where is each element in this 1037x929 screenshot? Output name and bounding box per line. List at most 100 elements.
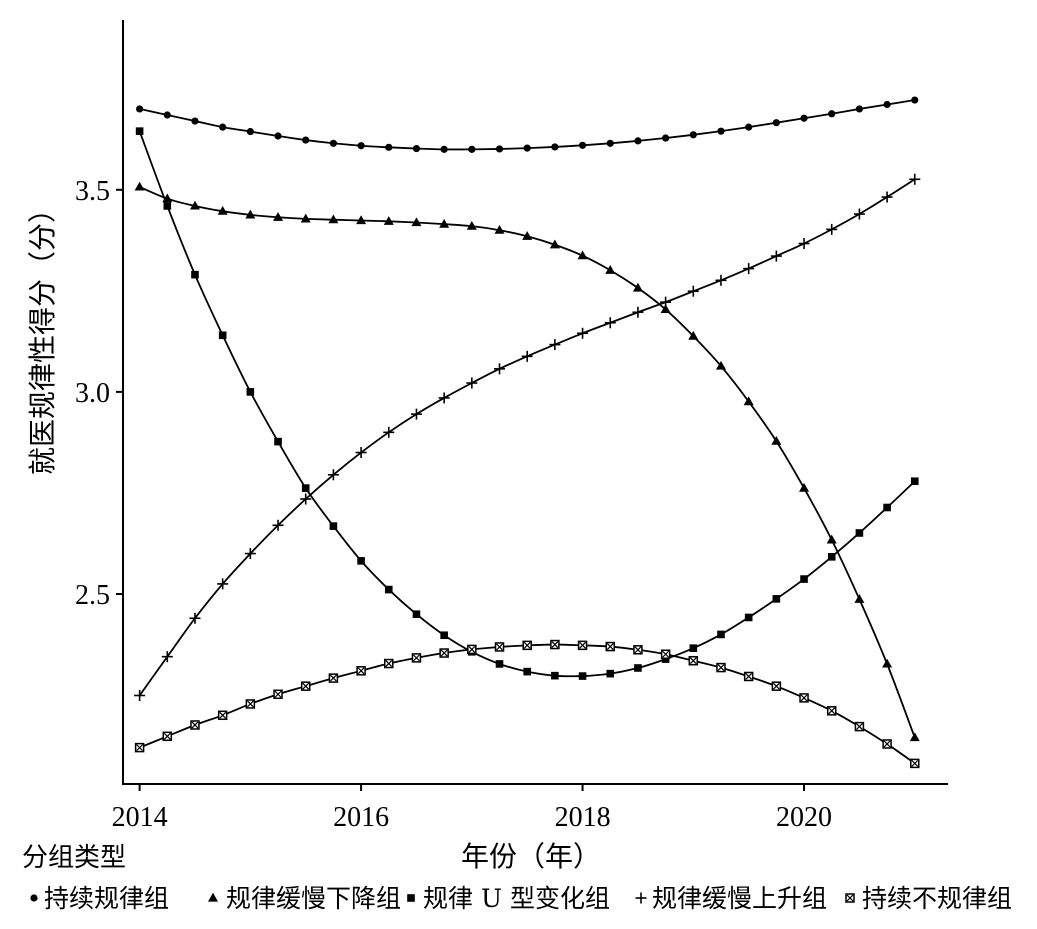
data-point-s5-6: [273, 689, 283, 700]
data-point-s4-2: [161, 651, 173, 663]
data-point-s2-7: [300, 213, 311, 223]
data-point-s5-18: [605, 641, 615, 652]
legend: 持续规律组 规律缓慢下降组 规律 U 型变化组 规律缓慢上升组 持续不规律组: [30, 884, 1012, 913]
data-point-s2-20: [660, 304, 671, 314]
data-point-s2-21: [688, 330, 699, 340]
data-point-s2-27: [854, 594, 865, 603]
data-point-s3-22: [717, 630, 725, 639]
data-point-s1-29: [911, 96, 919, 104]
data-point-s2-16: [549, 239, 560, 249]
data-point-s4-18: [604, 317, 616, 329]
data-point-s2-24: [771, 436, 782, 445]
data-point-s1-4: [219, 123, 227, 131]
data-point-s4-25: [798, 238, 810, 250]
legend-item-4: 规律缓慢上升组: [635, 884, 827, 913]
data-point-s3-25: [800, 575, 808, 583]
data-point-s1-11: [412, 144, 421, 153]
data-point-s4-3: [189, 612, 201, 624]
data-point-s4-6: [272, 519, 284, 531]
data-point-s5-19: [633, 645, 643, 655]
x-axis-title: 年份（年）: [461, 840, 601, 873]
data-point-s5-20: [660, 649, 671, 659]
data-point-s1-16: [551, 143, 559, 151]
data-point-s2-13: [466, 220, 477, 230]
data-point-s3-19: [634, 664, 642, 672]
data-point-s5-22: [716, 662, 726, 673]
data-point-s2-1: [134, 181, 145, 191]
data-point-s2-9: [356, 215, 367, 225]
x-tick-label: 2020: [776, 802, 832, 833]
data-point-s1-21: [689, 131, 697, 139]
data-point-s5-4: [217, 710, 228, 721]
data-point-s2-10: [383, 216, 394, 225]
legend-item-5: 持续不规律组: [845, 884, 1012, 913]
data-point-s1-15: [523, 144, 531, 152]
data-point-s4-19: [632, 306, 644, 318]
data-point-s3-16: [551, 671, 559, 680]
data-point-s1-23: [745, 123, 753, 131]
legend-label: 持续不规律组: [862, 884, 1012, 913]
data-point-s4-28: [881, 191, 893, 203]
data-point-s3-14: [495, 660, 504, 668]
legend-marker-icon: [407, 894, 415, 902]
legend-label: 规律缓慢上升组: [652, 884, 827, 913]
data-point-s3-12: [440, 631, 448, 640]
data-point-s2-29: [909, 732, 920, 742]
legend-item-1: 持续规律组: [30, 884, 169, 913]
legend-item-2: 规律缓慢下降组: [208, 884, 401, 913]
data-point-s3-1: [135, 127, 144, 135]
data-point-s2-17: [577, 250, 588, 260]
legend-item-3: 规律 U 型变化组: [407, 884, 610, 913]
data-point-s3-17: [578, 672, 587, 680]
data-point-s1-3: [191, 117, 199, 125]
data-point-s5-26: [826, 706, 837, 716]
data-point-s4-12: [438, 392, 450, 404]
data-point-s4-5: [244, 548, 256, 560]
data-point-s3-10: [384, 585, 393, 594]
data-point-s4-21: [687, 285, 699, 297]
data-point-s3-15: [523, 667, 531, 676]
series-line-2: [139, 186, 916, 738]
data-point-s1-12: [440, 145, 448, 153]
data-point-s4-27: [853, 208, 865, 220]
data-point-s5-2: [162, 731, 173, 742]
series-line-4: [138, 178, 916, 696]
data-point-s1-1: [136, 105, 144, 113]
data-point-s4-26: [826, 223, 838, 235]
data-point-s4-7: [300, 493, 312, 505]
data-point-s1-28: [883, 100, 891, 109]
data-point-s3-21: [689, 644, 698, 652]
data-point-s2-12: [439, 218, 450, 228]
data-point-s2-11: [411, 217, 422, 227]
data-point-s3-5: [246, 388, 255, 396]
legend-marker-icon: [208, 892, 218, 902]
y-tick-label: 2.5: [75, 580, 110, 611]
data-point-s3-23: [744, 613, 753, 622]
x-tick-label: 2018: [555, 802, 611, 833]
data-point-s1-9: [357, 142, 365, 150]
legend-marker-icon: [30, 894, 38, 902]
data-point-s2-26: [826, 534, 837, 544]
data-point-s5-12: [439, 648, 449, 658]
data-point-s2-15: [522, 231, 533, 240]
data-point-s3-28: [883, 503, 891, 512]
data-point-s3-3: [191, 270, 199, 279]
data-point-s3-9: [357, 557, 365, 565]
data-point-s5-15: [522, 640, 532, 651]
data-point-s3-7: [301, 484, 310, 492]
data-point-s5-27: [854, 721, 865, 732]
data-point-s4-16: [549, 339, 561, 351]
data-point-s5-16: [550, 639, 560, 650]
data-point-s5-21: [688, 655, 699, 666]
data-point-s3-6: [274, 437, 282, 446]
data-point-s2-22: [715, 360, 726, 370]
legend-marker-icon: [845, 893, 855, 903]
data-point-s5-11: [411, 653, 422, 663]
data-point-s4-13: [466, 377, 478, 389]
data-point-s5-9: [356, 666, 366, 676]
data-point-s2-14: [494, 225, 505, 234]
data-point-s5-14: [494, 642, 505, 652]
data-point-s4-1: [134, 689, 146, 701]
legend-label: 规律 U 型变化组: [423, 884, 610, 913]
data-point-s4-15: [521, 350, 533, 362]
